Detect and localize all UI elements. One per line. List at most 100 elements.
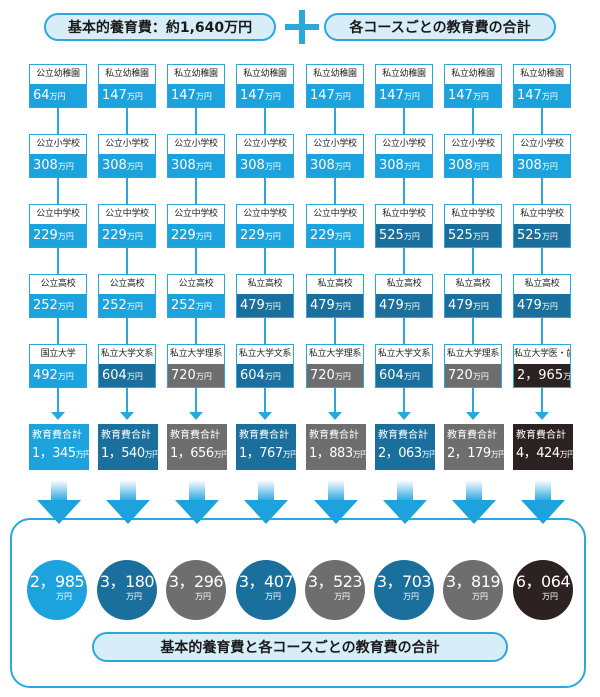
connector-line xyxy=(472,248,474,274)
stage-value: 308万円 xyxy=(445,154,501,177)
stage-label: 公立中学校 xyxy=(243,209,287,219)
connector-line xyxy=(472,108,474,134)
education-total-label: 教育費合計 xyxy=(309,430,359,441)
stage-value-unit: 万円 xyxy=(126,92,143,101)
education-total-unit: 万円 xyxy=(75,450,92,459)
stage-box: 公立幼稚園 64万円 xyxy=(29,64,87,108)
connector-line xyxy=(541,318,543,344)
stage-box: 公立小学校 308万円 xyxy=(167,134,225,178)
connector-line xyxy=(472,388,474,413)
stage-value: 308万円 xyxy=(307,154,363,177)
stage-box: 私立幼稚園 147万円 xyxy=(236,64,294,108)
stage-box: 私立中学校 525万円 xyxy=(375,204,433,248)
stage-value-unit: 万円 xyxy=(472,232,489,241)
grand-total-value: 3，819 xyxy=(445,572,501,591)
arrow-down-icon xyxy=(189,412,203,420)
connector-line xyxy=(126,248,128,274)
connector-line xyxy=(57,108,59,134)
stage-value: 720万円 xyxy=(307,364,363,387)
stage-value-number: 720 xyxy=(310,368,335,383)
grand-total-circle: 6，064 万円 xyxy=(513,560,573,620)
stage-label: 私立大学理系 xyxy=(169,349,223,359)
connector-line xyxy=(403,318,405,344)
arrow-down-icon xyxy=(521,480,565,524)
stage-value-unit: 万円 xyxy=(126,302,143,311)
stage-label: 私立大学理系 xyxy=(308,349,362,359)
stage-value-number: 308 xyxy=(517,158,542,173)
connector-line xyxy=(334,248,336,274)
stage-value-number: 604 xyxy=(102,368,127,383)
stage-value: 147万円 xyxy=(445,84,501,107)
stage-value: 147万円 xyxy=(237,84,293,107)
stage-value: 308万円 xyxy=(30,154,86,177)
grand-total-unit: 万円 xyxy=(56,592,72,601)
stage-value-number: 604 xyxy=(240,368,265,383)
education-total-unit: 万円 xyxy=(352,450,369,459)
stage-label: 公立幼稚園 xyxy=(36,69,80,79)
basic-cost-label: 基本的養育費：約1,640万円 xyxy=(67,20,253,36)
education-total-value: 1，656万円 xyxy=(170,444,229,465)
arrow-down-icon xyxy=(314,480,358,524)
connector-line xyxy=(57,248,59,274)
stage-value-unit: 万円 xyxy=(195,232,212,241)
stage-box: 公立中学校 229万円 xyxy=(29,204,87,248)
stage-value: 229万円 xyxy=(237,224,293,247)
stage-value-unit: 万円 xyxy=(195,302,212,311)
education-total-value: 1，540万円 xyxy=(101,444,160,465)
stage-label: 公立中学校 xyxy=(174,209,218,219)
stage-box: 公立中学校 229万円 xyxy=(167,204,225,248)
stage-value-unit: 万円 xyxy=(403,162,420,171)
stage-box: 公立高校 252万円 xyxy=(98,274,156,318)
connector-line xyxy=(126,318,128,344)
stage-label: 私立幼稚園 xyxy=(520,69,564,79)
stage-box: 私立大学理系 720万円 xyxy=(306,344,364,388)
grand-total-unit: 万円 xyxy=(334,592,350,601)
grand-total-unit: 万円 xyxy=(195,592,211,601)
stage-value: 308万円 xyxy=(237,154,293,177)
stage-value-number: 308 xyxy=(33,158,58,173)
stage-value-number: 604 xyxy=(379,368,404,383)
connector-line xyxy=(195,318,197,344)
stage-label: 公立小学校 xyxy=(313,139,357,149)
stage-box: 公立中学校 229万円 xyxy=(98,204,156,248)
stage-value-unit: 万円 xyxy=(264,302,281,311)
stage-value-number: 229 xyxy=(33,228,58,243)
stage-value-number: 525 xyxy=(517,228,542,243)
stage-box: 私立高校 479万円 xyxy=(375,274,433,318)
education-total-number: 1，883 xyxy=(309,446,353,461)
stage-label: 公立中学校 xyxy=(36,209,80,219)
stage-value-unit: 万円 xyxy=(403,232,420,241)
stage-box: 私立幼稚園 147万円 xyxy=(513,64,571,108)
stage-value-unit: 万円 xyxy=(57,162,74,171)
stage-value-unit: 万円 xyxy=(541,232,558,241)
education-total-value: 1，767万円 xyxy=(239,444,298,465)
stage-label: 公立小学校 xyxy=(382,139,426,149)
stage-value-unit: 万円 xyxy=(403,372,420,381)
stage-box: 私立幼稚園 147万円 xyxy=(375,64,433,108)
stage-value-number: 147 xyxy=(171,88,196,103)
grand-total-value: 6，064 xyxy=(515,572,571,591)
stage-value-number: 252 xyxy=(171,298,196,313)
stage-label: 私立幼稚園 xyxy=(451,69,495,79)
stage-value: 308万円 xyxy=(514,154,570,177)
stage-value: 64万円 xyxy=(30,84,86,107)
education-total-label: 教育費合計 xyxy=(447,430,497,441)
stage-value-unit: 万円 xyxy=(334,372,351,381)
stage-value-number: 229 xyxy=(240,228,265,243)
stage-value: 252万円 xyxy=(30,294,86,317)
arrow-down-icon xyxy=(397,412,411,420)
connector-line xyxy=(403,248,405,274)
stage-label: 私立大学医・歯系 xyxy=(514,349,570,359)
grand-total-value: 3，407 xyxy=(238,572,294,591)
education-total-number: 2，179 xyxy=(447,446,491,461)
stage-label: 私立高校 xyxy=(317,279,353,289)
stage-label: 公立小学校 xyxy=(174,139,218,149)
connector-line xyxy=(541,108,543,134)
stage-value: 479万円 xyxy=(514,294,570,317)
stage-value-number: 720 xyxy=(171,368,196,383)
stage-value: 147万円 xyxy=(168,84,224,107)
education-total-label: 教育費合計 xyxy=(101,430,151,441)
stage-value-unit: 万円 xyxy=(126,232,143,241)
stage-value-number: 525 xyxy=(379,228,404,243)
stage-value-unit: 万円 xyxy=(57,302,74,311)
